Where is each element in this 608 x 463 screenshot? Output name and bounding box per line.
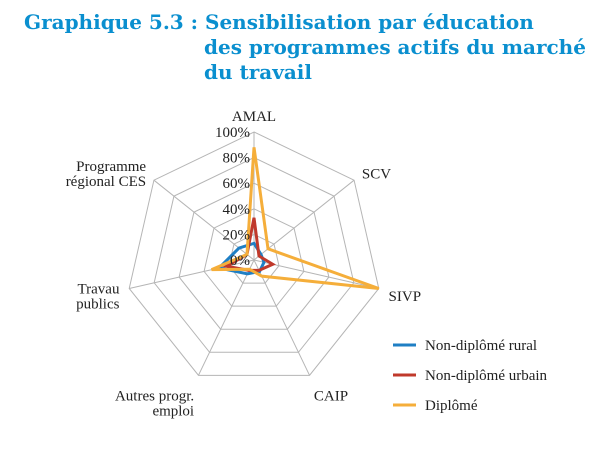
grid-ring-3 <box>178 182 330 330</box>
grid-ring-1 <box>228 233 280 284</box>
tick-label: 60% <box>223 176 251 192</box>
grid-spoke-3 <box>253 259 310 376</box>
axis-label-0: AMAL <box>232 109 276 125</box>
tick-label: 80% <box>223 151 251 167</box>
grid-ring-5 <box>128 131 380 376</box>
legend-label-1: Non-diplômé urbain <box>425 368 548 384</box>
axis-label-1: SCV <box>362 166 391 182</box>
tick-label: 0% <box>230 253 250 269</box>
tick-label: 100% <box>215 125 250 141</box>
grid-spoke-6 <box>153 179 255 261</box>
title-line-1: Graphique 5.3 : Sensibilisation par éduc… <box>24 10 534 34</box>
legend-label-0: Non-diplômé rural <box>425 338 537 354</box>
title-line-2: des programmes actifs du marché <box>204 35 586 59</box>
axis-label-5: Travau publics <box>76 282 120 313</box>
radar-tick-labels: 0% 20% 40% 60% 80% 100% <box>215 125 250 269</box>
radar-axis-labels: AMAL SCV SIVP CAIP Autres progr. emploi Travau… <box>66 109 421 419</box>
radar-series <box>210 147 380 290</box>
tick-label: 20% <box>223 227 251 243</box>
grid-ring-4 <box>153 157 355 353</box>
tick-label: 40% <box>223 202 251 218</box>
axis-label-6: Programme régional CES <box>66 159 147 190</box>
chart-title: Graphique 5.3 : Sensibilisation par éduc… <box>24 10 594 85</box>
grid-ring-2 <box>203 208 305 307</box>
grid-spoke-4 <box>198 259 255 376</box>
legend-label-2: Diplômé <box>425 398 478 414</box>
axis-label-2: SIVP <box>389 289 422 305</box>
chart-legend: Non-diplômé rural Non-diplômé urbain Diplô… <box>393 338 548 414</box>
grid-spoke-1 <box>253 179 355 261</box>
axis-label-4: Autres progr. emploi <box>115 388 194 419</box>
radar-grid <box>128 131 380 376</box>
axis-label-3: CAIP <box>314 388 348 404</box>
title-line-3: du travail <box>204 60 312 84</box>
series-line-2 <box>210 147 380 290</box>
grid-spoke-5 <box>129 259 255 289</box>
